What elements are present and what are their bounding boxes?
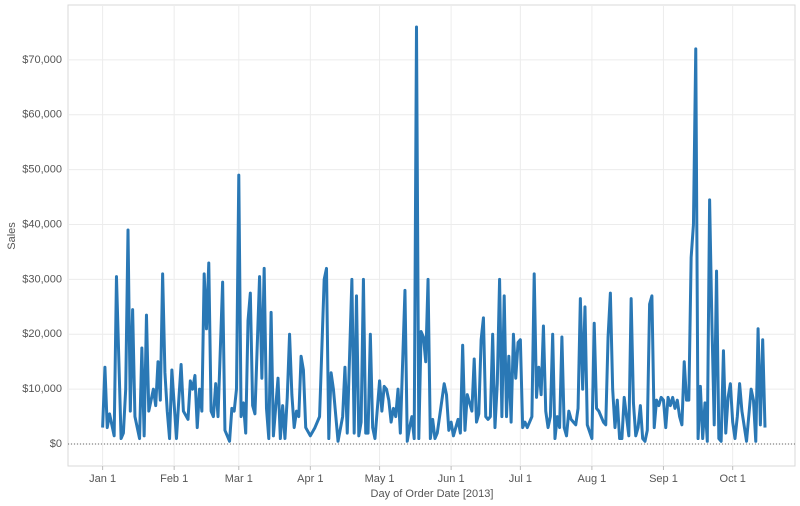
x-tick-label: Feb 1 [160, 473, 188, 485]
x-tick-label: May 1 [365, 473, 395, 485]
y-tick-label: $50,000 [22, 164, 62, 176]
y-tick-label: $30,000 [22, 273, 62, 285]
y-tick-label: $40,000 [22, 218, 62, 230]
y-tick-label: $10,000 [22, 383, 62, 395]
x-tick-label: Mar 1 [225, 473, 253, 485]
x-tick-label: Jan 1 [89, 473, 116, 485]
y-tick-label: $0 [50, 438, 62, 450]
x-tick-label: Sep 1 [649, 473, 678, 485]
y-tick-label: $20,000 [22, 328, 62, 340]
y-axis-title: Sales [6, 222, 18, 250]
x-tick-label: Oct 1 [720, 473, 746, 485]
x-tick-label: Jul 1 [509, 473, 532, 485]
y-tick-label: $60,000 [22, 109, 62, 121]
x-axis-title: Day of Order Date [2013] [371, 488, 494, 500]
x-tick-label: Jun 1 [438, 473, 465, 485]
sales-line [101, 25, 767, 443]
plot-frame [67, 4, 796, 467]
y-tick-label: $70,000 [22, 54, 62, 66]
x-tick-label: Apr 1 [297, 473, 323, 485]
x-tick-label: Aug 1 [578, 473, 607, 485]
